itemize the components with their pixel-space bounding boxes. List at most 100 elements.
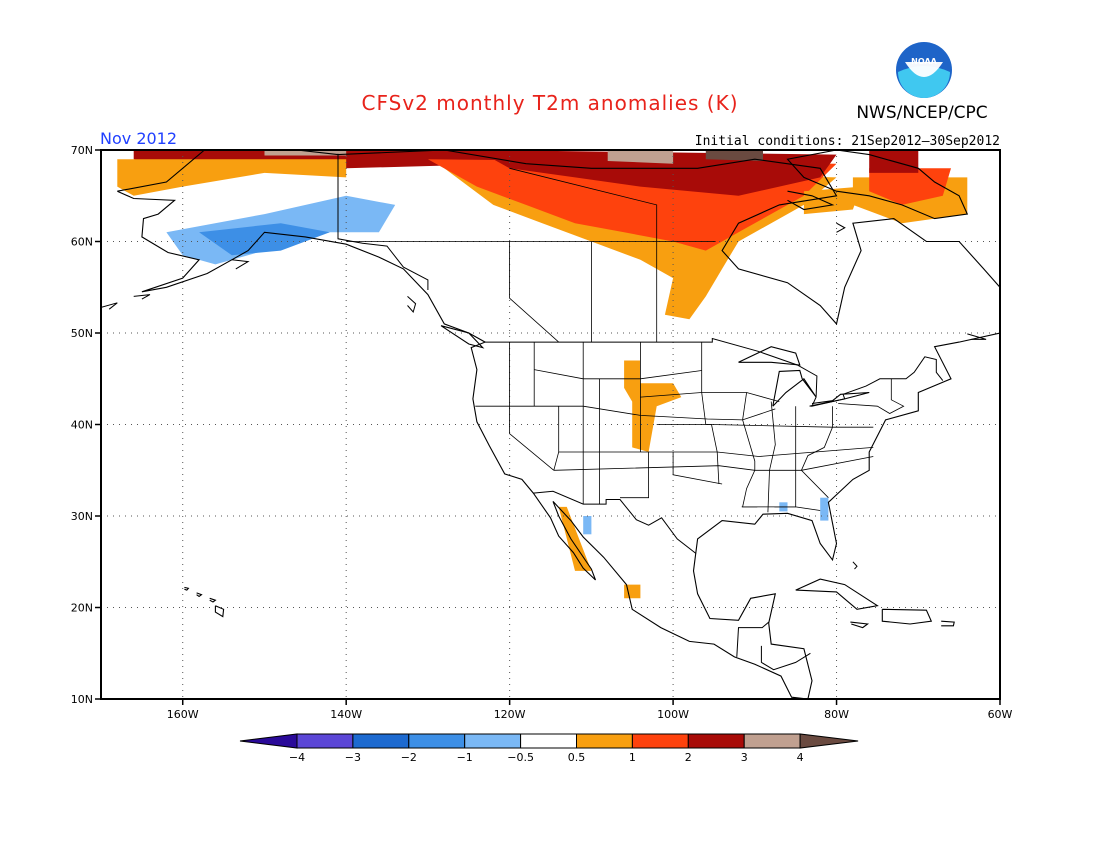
anomaly-canada-brown-2 bbox=[705, 150, 763, 161]
anomaly-baja-orange bbox=[558, 506, 592, 571]
island-kodiak bbox=[231, 259, 250, 270]
coast-newfoundland bbox=[1008, 319, 1059, 362]
colorbar-legend: −4 −3 −2 −1 −0.5 0.5 1 2 3 4 bbox=[239, 733, 859, 764]
island-anticosti bbox=[967, 333, 987, 340]
colorbar-swatch bbox=[520, 733, 577, 749]
state-line-states-ne bbox=[838, 378, 905, 414]
state-line-states-h-35 bbox=[553, 456, 874, 471]
state-line-states-h-40 bbox=[656, 424, 874, 428]
lon-tick-label: 100W bbox=[657, 708, 689, 721]
figure-title: CFSv2 monthly T2m anomalies (K) bbox=[362, 91, 739, 115]
lon-tick-label: 140W bbox=[330, 708, 362, 721]
month-label: Nov 2012 bbox=[100, 129, 177, 148]
colorbar-swatch bbox=[296, 733, 354, 749]
border-us-canada-border bbox=[485, 337, 944, 407]
lon-tick-label: 60W bbox=[988, 708, 1013, 721]
colorbar-swatch bbox=[576, 733, 633, 749]
noaa-logo: NOAA bbox=[896, 42, 952, 98]
border-central-america-borders bbox=[760, 645, 811, 671]
colorbar-label: −1 bbox=[457, 751, 473, 764]
state-line-states-h-42 bbox=[475, 405, 776, 421]
colorbar-label: 4 bbox=[797, 751, 804, 764]
lon-tick-label: 120W bbox=[494, 708, 526, 721]
anomaly-jalisco-orange bbox=[624, 584, 641, 599]
lat-tick-label: 60N bbox=[71, 236, 93, 249]
axis-ticks: 70N 60N 50N 40N 30N 20N 10N 160W 140W 120W 100W 80W… bbox=[71, 144, 1013, 721]
colorbar-label: 2 bbox=[685, 751, 692, 764]
lat-tick-label: 50N bbox=[71, 327, 93, 340]
anomaly-mexico-cool bbox=[583, 516, 592, 535]
anomaly-alaska-north-orange bbox=[117, 159, 347, 196]
coast-cuba bbox=[795, 578, 879, 610]
coast-jamaica bbox=[850, 621, 870, 629]
state-line-states-h-37 bbox=[558, 447, 874, 457]
colorbar-arrow-low bbox=[239, 733, 298, 749]
lat-tick-label: 10N bbox=[71, 693, 93, 706]
colorbar-label: 1 bbox=[629, 751, 636, 764]
colorbar-swatch bbox=[687, 733, 745, 749]
colorbar-arrow-high bbox=[799, 733, 859, 749]
lat-tick-label: 30N bbox=[71, 510, 93, 523]
lon-tick-label: 160W bbox=[167, 708, 199, 721]
coast-hispaniola bbox=[881, 608, 933, 625]
colorbar-label: −2 bbox=[401, 751, 417, 764]
anomaly-canada-darkred bbox=[476, 150, 837, 196]
anomaly-arctic-brown bbox=[264, 150, 347, 156]
coast-hudson-bay-islands bbox=[836, 222, 846, 233]
border-us-mexico-border bbox=[533, 490, 697, 554]
colorbar-swatch bbox=[743, 733, 801, 749]
coast-hawaii-big-island bbox=[214, 605, 225, 618]
anomaly-quebec-red bbox=[869, 168, 951, 205]
island-aleutian-1 bbox=[133, 294, 151, 300]
colorbar-swatch bbox=[408, 733, 466, 749]
agency-label: NWS/NCEP/CPC bbox=[856, 103, 987, 123]
noaa-logo-text: NOAA bbox=[911, 57, 937, 66]
coastline-layer bbox=[101, 150, 1059, 699]
colorbar-swatch bbox=[631, 733, 689, 749]
map-body bbox=[101, 150, 1059, 699]
state-line-states-v-88 bbox=[767, 401, 776, 513]
coast-great-lake-superior bbox=[738, 346, 801, 366]
lon-tick-label: 80W bbox=[824, 708, 849, 721]
coast-hawaii-kauai bbox=[184, 586, 190, 591]
province-line-nunavut-line bbox=[509, 167, 658, 242]
initial-conditions-label: Initial conditions: 21Sep2012–30Sep2012 bbox=[695, 134, 1000, 149]
anomaly-florida-cool bbox=[820, 497, 829, 521]
colorbar-label: 0.5 bbox=[568, 751, 586, 764]
state-line-states-v-122 bbox=[509, 342, 555, 471]
anomaly-alaska-cool-dark bbox=[199, 223, 330, 256]
lat-tick-label: 40N bbox=[71, 419, 93, 432]
coast-hawaii-maui bbox=[209, 597, 217, 603]
state-line-states-v-81 bbox=[800, 406, 833, 498]
anomaly-layer bbox=[117, 150, 968, 599]
coast-north-america-west-coast bbox=[117, 150, 1000, 699]
colorbar-label: −0.5 bbox=[507, 751, 534, 764]
colorbar-label: −4 bbox=[289, 751, 305, 764]
coast-vancouver-island bbox=[440, 325, 485, 349]
border-alaska-canada-border bbox=[337, 153, 429, 290]
coast-great-lake-michigan-huron bbox=[772, 369, 817, 407]
province-line-bc-alberta bbox=[509, 241, 559, 343]
state-line-states-h-45 bbox=[534, 369, 702, 380]
border-mexico-guatemala-border bbox=[736, 621, 770, 657]
island-aleutian-2 bbox=[101, 302, 118, 310]
state-line-states-v-100 bbox=[672, 452, 723, 485]
anomaly-plains-orange bbox=[624, 360, 682, 452]
island-haida-gwaii bbox=[407, 296, 417, 314]
colorbar-label: −3 bbox=[345, 751, 361, 764]
state-line-states-h-31 bbox=[741, 506, 821, 511]
lat-tick-label: 70N bbox=[71, 144, 93, 157]
state-line-states-h-43 bbox=[640, 392, 780, 402]
colorbar-swatch bbox=[464, 733, 522, 749]
lat-tick-label: 20N bbox=[71, 602, 93, 615]
colorbar-swatch bbox=[352, 733, 410, 749]
coast-southampton-island bbox=[787, 190, 835, 211]
state-line-states-v-103 bbox=[620, 452, 649, 499]
colorbar-label: 3 bbox=[741, 751, 748, 764]
coast-hawaii-oahu bbox=[196, 592, 203, 598]
coast-baffin-island bbox=[786, 150, 969, 220]
coast-puerto-rico bbox=[941, 620, 955, 627]
island-bahamas bbox=[852, 561, 858, 570]
anomaly-canada-brown bbox=[607, 150, 674, 164]
